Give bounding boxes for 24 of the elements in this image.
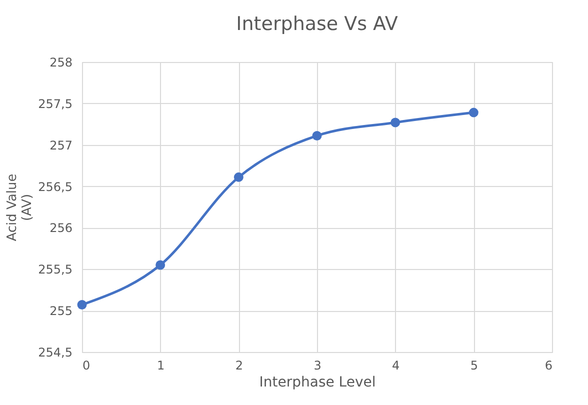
x-tick-label: 6: [544, 358, 552, 372]
y-tick-label: 254,5: [38, 346, 72, 360]
point: [77, 300, 87, 310]
y-tick-label: 257,5: [38, 96, 72, 111]
y-tick-label: 255: [50, 304, 72, 318]
y-tick-label: 258: [50, 56, 72, 70]
point: [390, 118, 400, 128]
y-tick-label: 257: [50, 138, 72, 152]
point: [312, 131, 322, 140]
y-axis-title: Acid Value (AV): [5, 174, 36, 242]
x-tick-label: 4: [392, 358, 400, 372]
chart-title: Interphase Vs AV: [236, 13, 398, 35]
point: [156, 260, 166, 270]
x-tick-label: 0: [82, 358, 90, 372]
y-tick-label: 255,5: [38, 262, 72, 277]
x-tick-label: 1: [157, 358, 165, 372]
x-tick-label: 5: [470, 358, 478, 372]
point: [234, 172, 244, 182]
point: [468, 108, 478, 118]
y-tick-label: 256: [50, 221, 72, 236]
x-axis-title: Interphase Level: [259, 374, 376, 390]
y-tick-label: 256,5: [38, 180, 72, 194]
x-tick-label: 2: [235, 358, 243, 372]
x-tick-label: 3: [314, 358, 322, 372]
